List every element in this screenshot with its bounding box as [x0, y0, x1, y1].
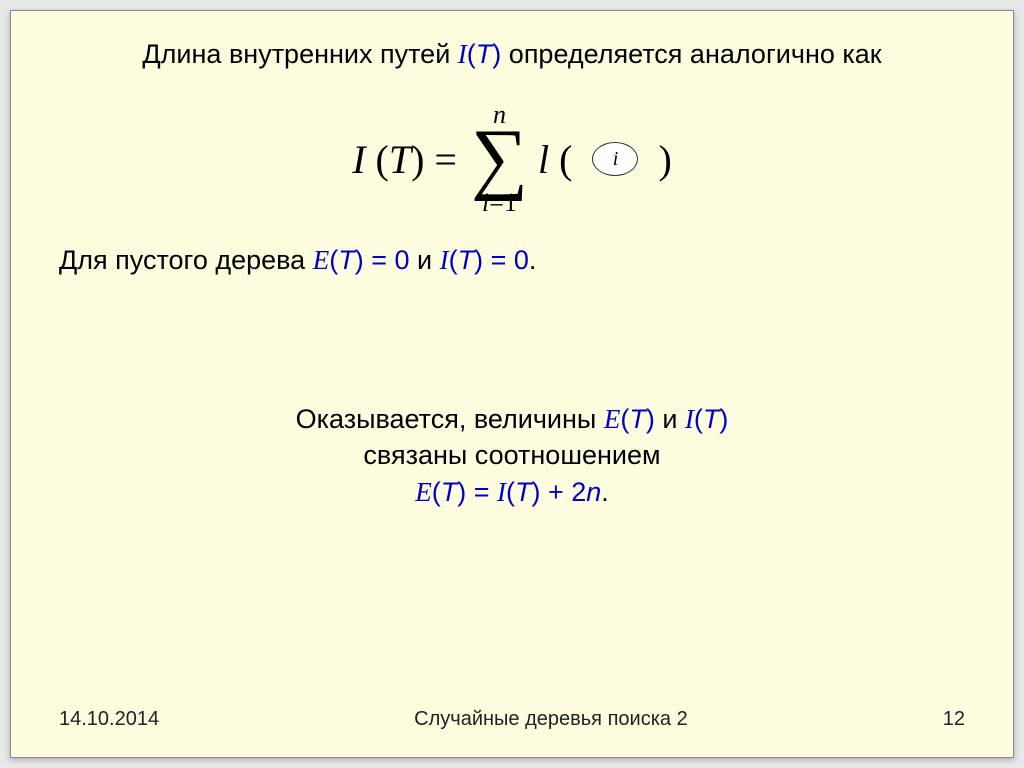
var-T: T: [476, 39, 493, 69]
var-I: I: [458, 39, 467, 69]
relation-line2: связаны соотношением: [11, 437, 1013, 473]
summation: n ∑ i=1: [467, 102, 532, 216]
open-paren: (: [376, 137, 389, 182]
text-and: и: [655, 404, 685, 434]
var-T: T: [458, 245, 475, 275]
period: .: [601, 477, 609, 507]
close-paren: ): [658, 136, 671, 183]
equals: =: [434, 136, 457, 183]
definition-sentence: Длина внутренних путей I(T) определяется…: [49, 39, 975, 70]
function-l: l: [538, 136, 549, 183]
plus2: + 2: [540, 477, 586, 507]
expr-I: I(T) = 0: [440, 245, 529, 275]
eq: =: [466, 477, 497, 507]
open-paren: (: [559, 136, 572, 183]
node-label: i: [613, 148, 619, 171]
sum-lower: i=1: [482, 190, 517, 216]
text: Длина внутренних путей: [142, 39, 457, 69]
text: Для пустого дерева: [59, 245, 313, 275]
slide: Длина внутренних путей I(T) определяется…: [10, 10, 1014, 758]
text-and: и: [410, 245, 440, 275]
lhs: I (T): [352, 136, 424, 183]
var-n: n: [586, 477, 601, 507]
var-E: E: [604, 404, 621, 434]
relation-equation: E(T) = I(T) + 2n.: [11, 474, 1013, 510]
var-E: E: [313, 245, 330, 275]
var-T: T: [338, 245, 355, 275]
text: Оказывается, величины: [296, 404, 604, 434]
formula-inner: I (T) = n ∑ i=1 l ( i ): [352, 89, 672, 229]
eq0: = 0: [364, 245, 410, 275]
var-E: E: [415, 477, 432, 507]
eq0: = 0: [483, 245, 529, 275]
var-I: I: [497, 477, 506, 507]
footer-date: 14.10.2014: [59, 708, 159, 731]
var-I: I: [440, 245, 449, 275]
var-T: T: [515, 477, 532, 507]
var-T: T: [703, 404, 720, 434]
var-I-of-T: I(T): [458, 39, 502, 69]
var-T: T: [389, 137, 411, 182]
var-I: I: [352, 137, 365, 182]
tree-node-icon: i: [592, 142, 638, 176]
close-paren: ): [411, 137, 424, 182]
text: определяется аналогично как: [501, 39, 881, 69]
expr-E: E(T) = 0: [313, 245, 410, 275]
relation-block: Оказывается, величины E(T) и I(T) связан…: [11, 401, 1013, 510]
sigma-icon: ∑: [471, 124, 528, 192]
slide-footer: 14.10.2014 Случайные деревья поиска 2 12: [59, 708, 965, 731]
formula: I (T) = n ∑ i=1 l ( i ): [11, 89, 1013, 229]
relation-line1: Оказывается, величины E(T) и I(T): [11, 401, 1013, 437]
sum-lower-eq: =1: [489, 188, 517, 217]
expr-E: E(T): [604, 404, 655, 434]
empty-tree-sentence: Для пустого дерева E(T) = 0 и I(T) = 0.: [59, 245, 965, 276]
var-T: T: [629, 404, 646, 434]
footer-page: 12: [943, 708, 965, 731]
period: .: [529, 245, 537, 275]
var-T: T: [441, 477, 458, 507]
expr-I: I(T): [685, 404, 729, 434]
footer-title: Случайные деревья поиска 2: [414, 708, 688, 731]
var-I: I: [685, 404, 694, 434]
